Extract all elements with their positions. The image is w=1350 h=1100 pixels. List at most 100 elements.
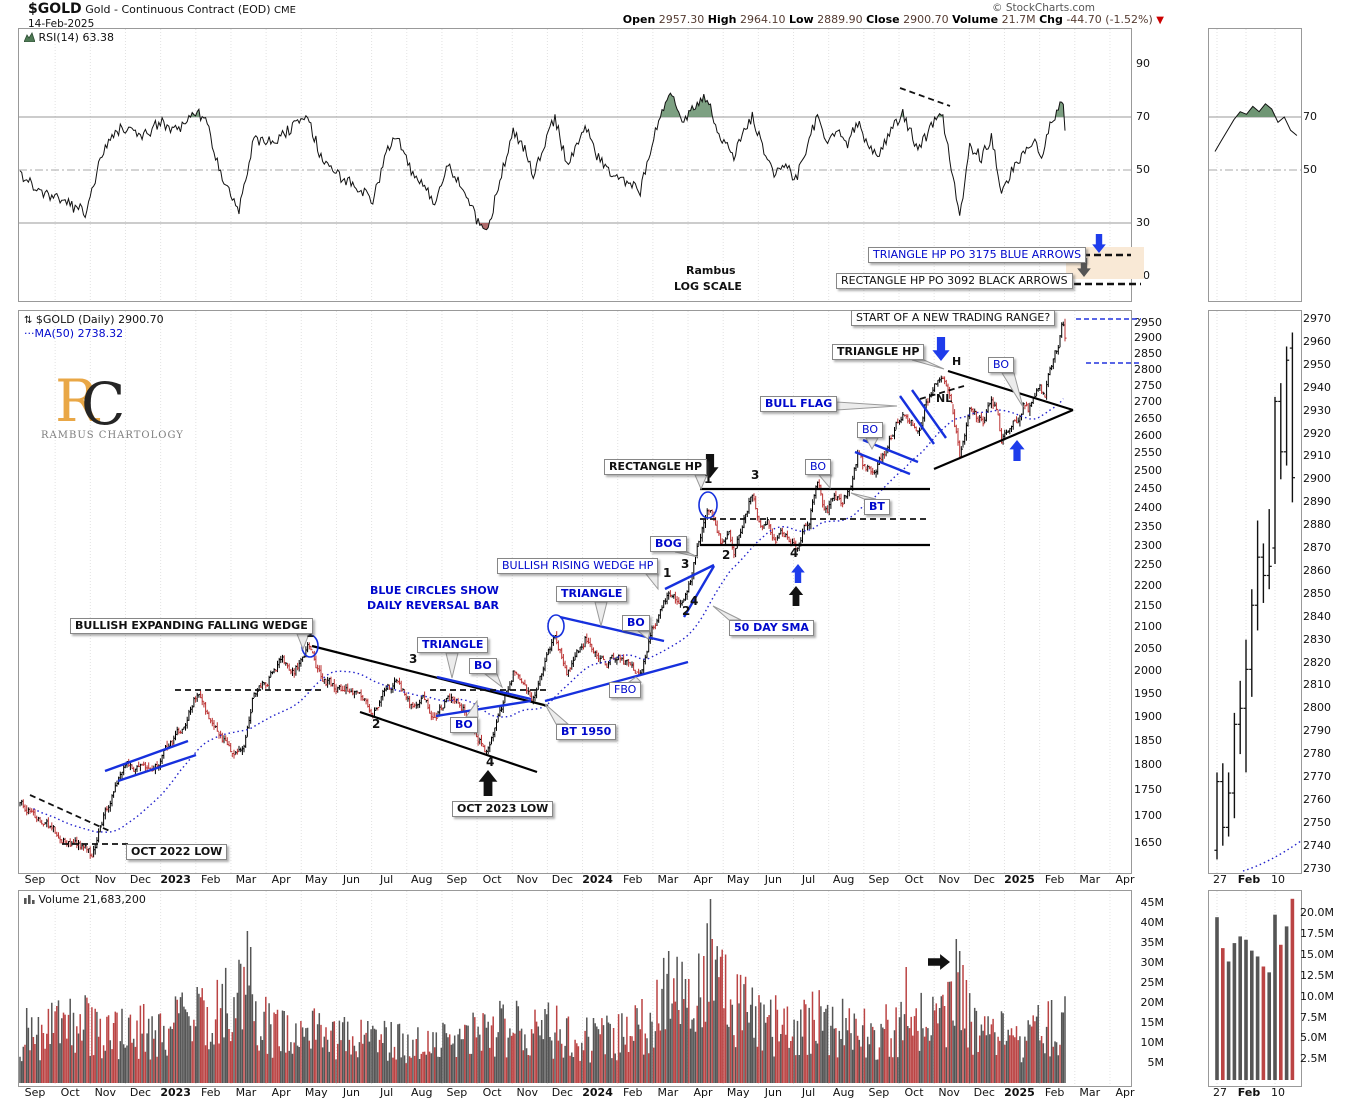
rsi-legend: RSI(14) 63.38 (23, 31, 114, 44)
x-axis-tick-label: Oct (60, 873, 80, 886)
mini-volume-axis-label: 2.5M (1300, 1052, 1327, 1066)
mini-price-axis-label: 2920 (1303, 426, 1331, 440)
trendline-sl (544, 660, 689, 703)
volume-panel (18, 890, 1132, 1087)
x-axis-tick-label: Nov (94, 873, 117, 886)
x-axis-tick-label: Jun (764, 873, 782, 886)
ma-legend: ···MA(50) 2738.32 (24, 327, 123, 340)
annotation-callout: TRIANGLE HP PO 3175 BLUE ARROWS (868, 247, 1087, 263)
price-axis-label: 2850 (1134, 346, 1162, 360)
x-axis-tick-label: Jun (342, 873, 361, 886)
price-axis-label: 2600 (1134, 429, 1162, 443)
volume-axis-label: 35M (1140, 936, 1165, 949)
x-axis-tick-label: Nov (94, 1086, 117, 1099)
mini-volume-axis-label: 7.5M (1300, 1010, 1327, 1024)
x-axis-tick-label: 2024 (582, 873, 613, 886)
rsi-axis-label: 90 (1136, 57, 1150, 70)
logo-c: C (81, 370, 126, 438)
annotation-text: 3 (751, 468, 760, 482)
mini-price-axis-label: 2810 (1303, 678, 1331, 692)
change-direction-dropdown-icon[interactable]: ▼ (1156, 15, 1164, 26)
price-legend: ⇅ $GOLD (Daily) 2900.70 (24, 313, 164, 326)
x-axis-tick-label: Dec (551, 1086, 574, 1099)
x-axis-tick-label: Mar (657, 1086, 679, 1099)
rsi-legend-label: RSI(14) 63.38 (38, 31, 114, 44)
annotation-callout: TRIANGLE (556, 586, 628, 602)
annotation-callout: BT (864, 499, 890, 515)
quote-label-low: Low (788, 13, 814, 26)
annotation-text: 2 (372, 717, 381, 731)
x-axis-tick-label: Oct (904, 1086, 924, 1099)
mini-price-axis-label: 2730 (1303, 861, 1331, 875)
trendline-sb (359, 710, 538, 774)
volume-axis-label: 10M (1140, 1036, 1165, 1049)
x-axis-tick-label: Aug (411, 1086, 433, 1099)
blue-down-arrow (1092, 234, 1106, 253)
quote-value-close: 2900.70 (899, 13, 953, 26)
annotation-callout: 50 DAY SMA (729, 620, 814, 636)
annotation-callout: TRIANGLE (417, 637, 489, 653)
x-axis-tick-label: Dec (973, 873, 995, 886)
mini-price-axis-label: 2860 (1303, 563, 1331, 577)
mini-price-axis-label: 2940 (1303, 380, 1331, 394)
callout-pointer (865, 437, 879, 451)
annotation-callout: BO (988, 357, 1015, 373)
rsi-axis-label: 70 (1136, 110, 1150, 123)
price-axis-label: 2300 (1134, 538, 1162, 552)
price-axis-label: 2650 (1134, 411, 1162, 425)
x-axis-tick-label: May (726, 873, 750, 886)
price-axis-label: 2050 (1134, 641, 1162, 655)
annotation-text: NL (936, 392, 953, 405)
symbol-name: Gold - Continuous Contract (EOD) (85, 3, 271, 16)
x-axis-tick-label: Nov (938, 1086, 960, 1099)
callout-pointer (712, 605, 742, 621)
daily-reversal-circle (547, 614, 565, 638)
x-axis-tick-label: Apr (271, 873, 291, 886)
price-axis-label: 2550 (1134, 446, 1162, 460)
annotation-callout: RECTANGLE HP PO 3092 BLACK ARROWS (836, 273, 1073, 289)
annotation-text: 3 (681, 557, 690, 571)
x-axis-tick-label: Feb (622, 1086, 643, 1099)
trendline-sl (911, 389, 947, 439)
x-axis-tick-label: Jun (342, 1086, 361, 1099)
trendline-sb (947, 369, 1074, 412)
price-axis-label: 1650 (1134, 836, 1162, 850)
x-axis-tick-label: Mar (657, 873, 679, 886)
callout-pointer (1001, 372, 1024, 408)
blue-down-arrow (932, 337, 950, 361)
annotation-callout: BO (857, 422, 884, 438)
mini-rsi-axis-label: 50 (1303, 163, 1317, 176)
trendline-sl (854, 450, 911, 476)
logo-text: RAMBUS CHARTOLOGY (41, 430, 184, 441)
mini-volume-plot (1215, 891, 1295, 1086)
volume-legend: Volume 21,683,200 (24, 893, 146, 906)
x-axis-tick-label: Feb (1044, 1086, 1065, 1099)
price-axis-label: 1700 (1134, 809, 1162, 823)
mini-price-axis-label: 2950 (1303, 357, 1331, 371)
quote-label-chg: Chg (1039, 13, 1063, 26)
x-axis-tick-label: Mar (1079, 873, 1101, 886)
callout-pointer (636, 630, 651, 640)
annotation-callout: BO (469, 658, 497, 674)
gray-down-arrow (1077, 258, 1091, 277)
price-axis-label: 1950 (1134, 686, 1162, 700)
x-axis-tick-label: Sep (24, 1086, 46, 1099)
x-axis-tick-label: Mar (235, 1086, 257, 1099)
quote-label-close: Close (866, 13, 900, 26)
volume-plot (19, 891, 1111, 1086)
mini-price-axis-label: 2780 (1303, 747, 1331, 761)
x-axis-tick-label: Nov (516, 873, 538, 886)
x-axis-tick-label: May (726, 1086, 750, 1099)
volume-bars-icon (24, 895, 35, 904)
x-axis-tick-label: Apr (271, 1086, 291, 1099)
rsi-plot (19, 29, 1131, 301)
price-plot (19, 311, 1111, 873)
annotation-text: BLUE CIRCLES SHOW (370, 584, 499, 597)
x-axis-tick-label: 2023 (160, 873, 191, 886)
mini-price-plot (1214, 311, 1301, 873)
rsi-axis-label: 30 (1136, 216, 1150, 229)
trendline-sl (682, 565, 716, 618)
price-axis-label: 2200 (1134, 578, 1162, 592)
